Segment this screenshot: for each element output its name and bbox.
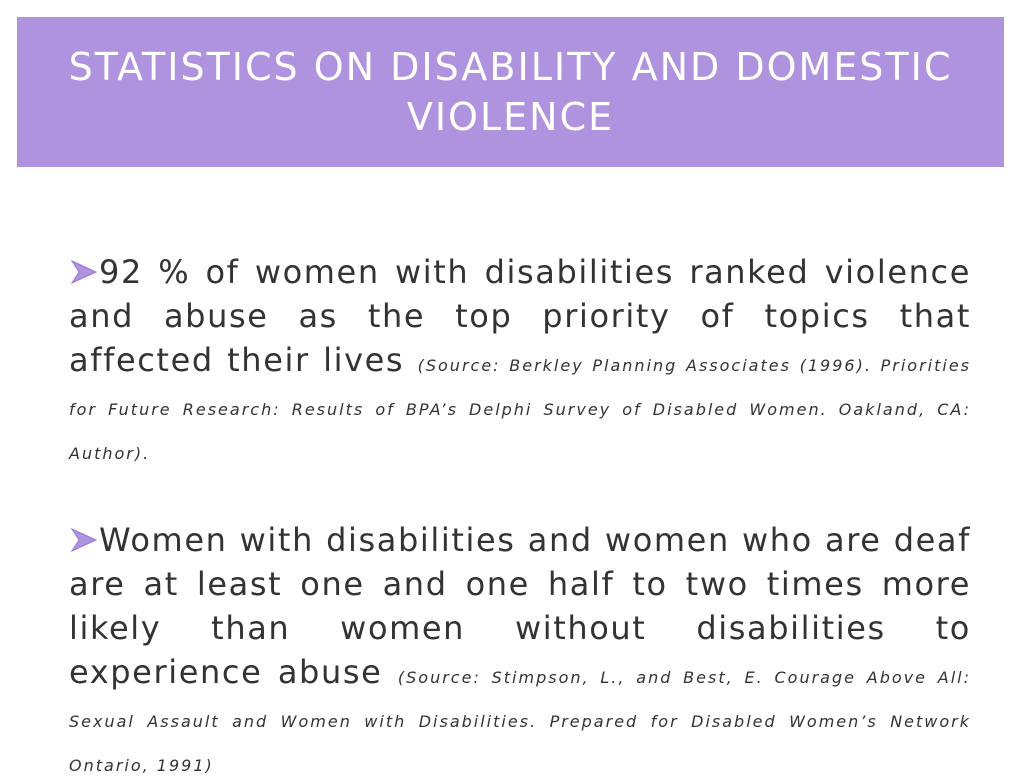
bullet-text: Women with disabilities and women who ar…	[69, 521, 971, 691]
bullet-list: 92 % of women with disabilities ranked v…	[69, 250, 971, 782]
bullet-text: 92 % of women with disabilities ranked v…	[69, 253, 971, 379]
arrow-bullet-icon	[70, 259, 98, 285]
bullet-item: 92 % of women with disabilities ranked v…	[69, 250, 971, 470]
bullet-citation: (Source: Berkley Planning Associates (19…	[69, 356, 972, 463]
title-banner: STATISTICS ON DISABILITY AND DOMESTIC VI…	[17, 17, 1004, 167]
arrow-bullet-icon	[70, 527, 98, 553]
bullet-citation: (Source: Stimpson, L., and Best, E. Cour…	[69, 668, 971, 775]
slide-title: STATISTICS ON DISABILITY AND DOMESTIC VI…	[68, 45, 953, 139]
bullet-item: Women with disabilities and women who ar…	[69, 518, 971, 782]
